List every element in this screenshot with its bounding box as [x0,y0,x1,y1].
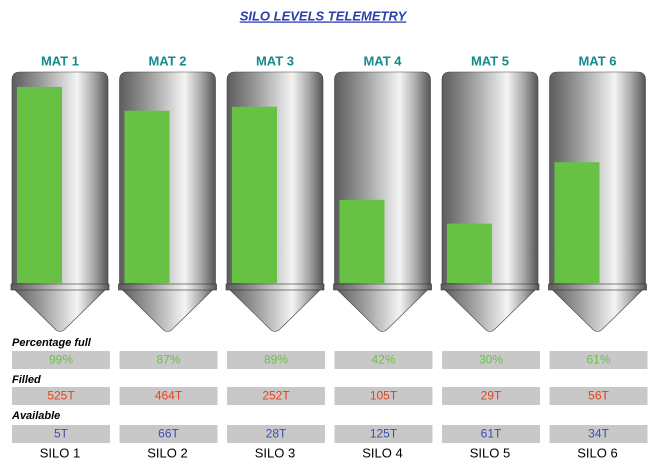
material-label: MAT 4 [363,53,402,68]
silo-cone [548,286,647,332]
page-title: SILO LEVELS TELEMETRY [240,8,408,23]
section-label: Available [11,410,60,422]
value-text: 28T [266,427,287,441]
silo-ring [440,283,540,291]
silo-ring [333,283,432,291]
silo-cone [333,286,432,332]
silo-name: SILO 3 [255,445,295,460]
value-text: 61% [586,353,610,367]
value-text: 5T [54,427,69,441]
material-label: MAT 6 [578,53,616,68]
silo-ring [118,283,217,291]
value-box [12,351,110,369]
value-box [12,387,110,405]
level-bar [17,86,62,283]
level-bar [554,162,600,283]
value-text: 34T [588,427,609,441]
material-label: MAT 1 [41,53,79,68]
value-text: 56T [588,389,609,403]
value-box [227,425,325,443]
level-bar [447,223,492,283]
silo-ring [225,283,325,291]
value-text: 66T [158,427,179,441]
material-label: MAT 2 [148,53,186,68]
value-box [334,387,433,405]
value-text: 105T [370,389,398,403]
value-text: 87% [156,353,180,367]
silo-name: SILO 5 [470,445,510,460]
value-text: 61T [481,427,502,441]
value-text: 525T [47,389,75,403]
value-box [549,351,648,369]
silo-cone [11,286,109,332]
material-label: MAT 5 [471,53,509,68]
value-box [549,425,648,443]
value-text: 252T [262,389,290,403]
value-box [442,425,540,443]
value-text: 125T [370,427,398,441]
level-bar [232,106,277,283]
section-label: Filled [12,374,41,386]
value-box [12,425,110,443]
value-text: 29T [481,389,502,403]
silo-cone [441,286,539,332]
silo-cone [226,286,324,332]
silo-name: SILO 1 [40,445,80,460]
level-bar [124,110,170,284]
value-box [119,387,218,405]
value-box [227,351,325,369]
value-box [119,351,218,369]
value-box [334,425,433,443]
value-box [442,387,540,405]
silo-cone [118,286,217,332]
value-text: 30% [479,353,503,367]
value-box [119,425,218,443]
value-box [227,387,325,405]
silo-name: SILO 6 [577,445,617,460]
value-text: 99% [49,353,73,367]
value-box [442,351,540,369]
silo-ring [548,283,647,291]
silo-ring [10,283,110,291]
silo-name: SILO 4 [362,445,402,460]
value-box [549,387,648,405]
material-label: MAT 3 [256,53,294,68]
level-bar [339,199,385,283]
value-text: 42% [371,353,395,367]
value-text: 89% [264,353,288,367]
value-box [334,351,433,369]
section-label: Percentage full [12,337,92,349]
silo-name: SILO 2 [147,445,187,460]
value-text: 464T [155,389,183,403]
